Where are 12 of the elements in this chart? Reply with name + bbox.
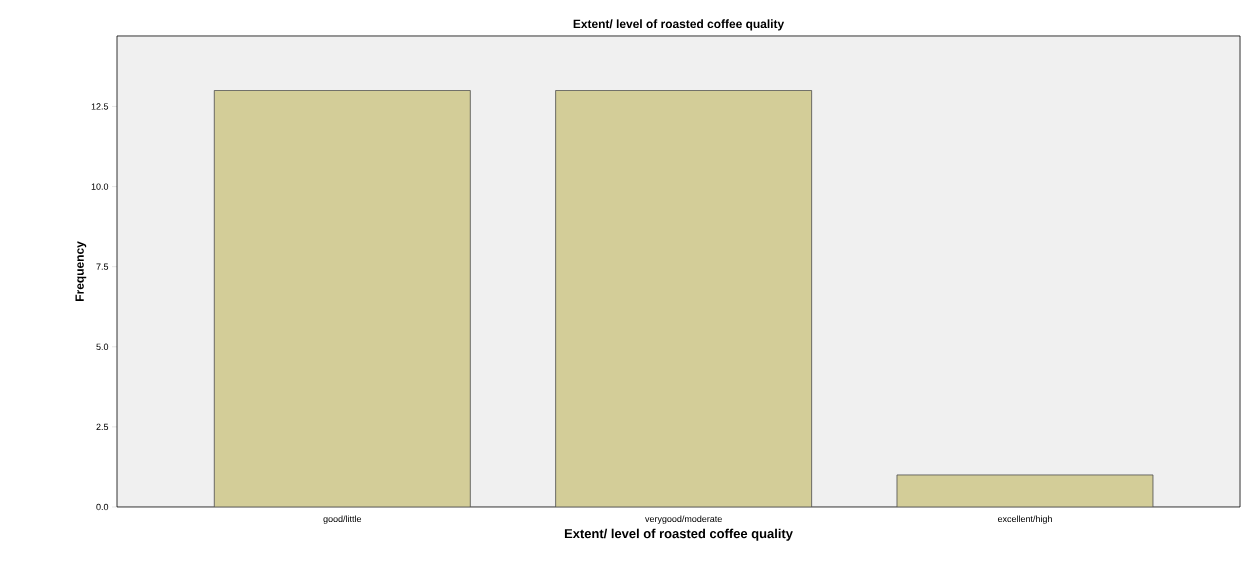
y-tick-label: 2.5 <box>96 423 109 431</box>
y-tick-label: 10.0 <box>91 183 109 190</box>
x-tick-label: good/little <box>323 515 362 524</box>
x-tick-label: excellent/high <box>997 515 1052 524</box>
x-tick-label: verygood/moderate <box>645 515 722 524</box>
y-tick-label: 7.5 <box>96 263 109 270</box>
y-tick-label: 0.0 <box>96 503 109 511</box>
y-tick-label: 5.0 <box>96 343 109 350</box>
y-tick-label: 12.5 <box>91 103 109 110</box>
x-axis-title: Extent/ level of roasted coffee quality <box>564 528 793 541</box>
chart-title: Extent/ level of roasted coffee quality <box>573 19 785 31</box>
y-axis-title: Frequency <box>75 241 87 301</box>
